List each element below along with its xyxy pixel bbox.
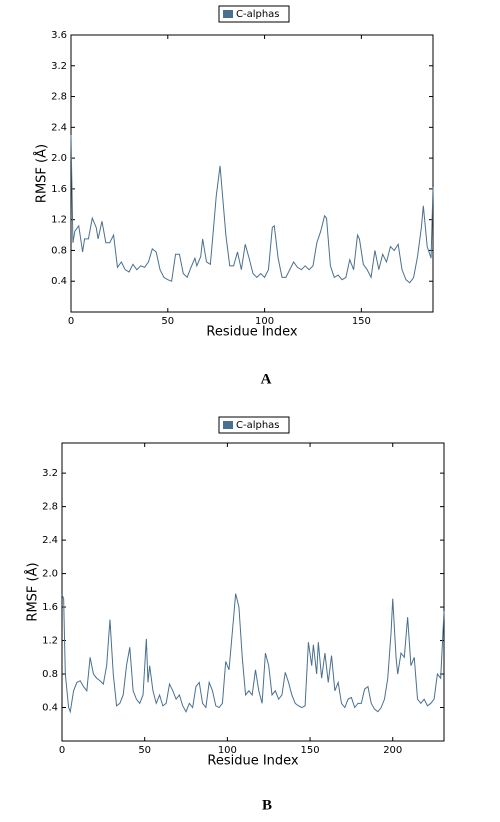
y-tick-label: 2.4	[51, 122, 67, 133]
y-tick-label: 2.8	[51, 92, 67, 103]
y-axis-label: RMSF (Å)	[34, 144, 50, 203]
legend-label: C-alphas	[236, 9, 280, 20]
legend-label: C-alphas	[236, 420, 280, 431]
y-tick-label: 3.6	[51, 30, 67, 41]
panel-label: A	[261, 371, 272, 387]
x-tick-label: 50	[138, 745, 151, 756]
data-line	[61, 593, 445, 714]
y-tick-label: 0.4	[42, 703, 58, 714]
x-tick-label: 150	[352, 316, 371, 327]
y-tick-label: 2.0	[51, 153, 67, 164]
y-tick-label: 0.8	[42, 669, 58, 680]
legend-box	[218, 5, 290, 23]
legend-swatch	[223, 421, 233, 429]
x-tick-label: 0	[68, 316, 74, 327]
x-tick-label: 200	[383, 745, 402, 756]
y-tick-label: 1.2	[42, 636, 58, 647]
panel-label: B	[262, 797, 272, 813]
y-tick-label: 0.4	[51, 276, 67, 287]
x-tick-label: 150	[301, 745, 320, 756]
y-tick-label: 2.8	[42, 502, 58, 513]
x-axis-label: Residue Index	[206, 325, 298, 340]
y-tick-label: 0.8	[51, 245, 67, 256]
x-tick-label: 50	[161, 316, 174, 327]
y-tick-label: 1.6	[42, 602, 58, 613]
y-tick-label: 2.4	[42, 535, 58, 546]
y-tick-label: 3.2	[42, 468, 58, 479]
y-axis-label: RMSF (Å)	[25, 562, 41, 621]
x-axis-label: Residue Index	[207, 754, 299, 769]
legend-box	[218, 416, 290, 434]
y-tick-label: 2.0	[42, 569, 58, 580]
x-tick-label: 100	[218, 745, 237, 756]
y-tick-label: 1.2	[51, 215, 67, 226]
plot-area	[61, 442, 445, 742]
x-tick-label: 0	[59, 745, 65, 756]
x-tick-label: 100	[255, 316, 274, 327]
data-line	[70, 135, 434, 284]
legend-swatch	[223, 10, 233, 18]
y-tick-label: 1.6	[51, 184, 67, 195]
y-tick-label: 3.2	[51, 61, 67, 72]
